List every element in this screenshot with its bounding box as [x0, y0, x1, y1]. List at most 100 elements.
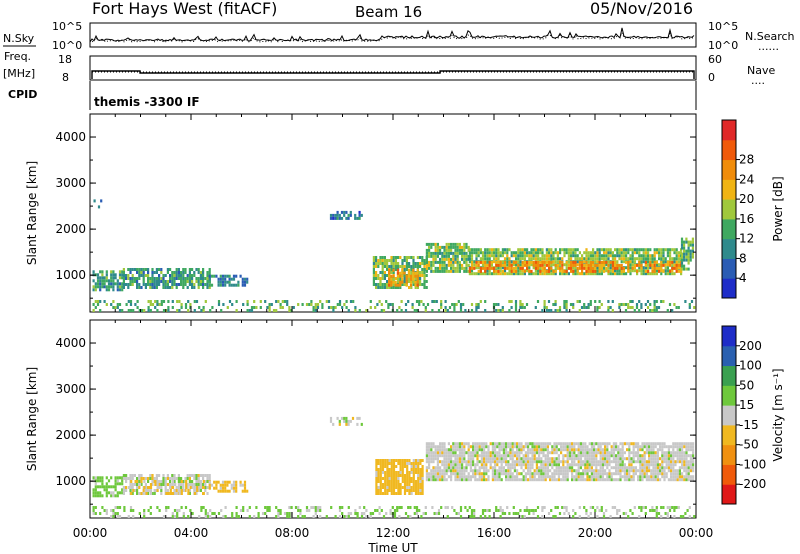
velocity-cell	[535, 460, 538, 464]
velocity-cell	[612, 442, 615, 446]
velocity-cell	[443, 457, 446, 461]
velocity-cell	[541, 506, 544, 509]
velocity-cell	[502, 460, 505, 464]
velocity-cell	[457, 512, 460, 515]
velocity-cell	[125, 480, 128, 483]
velocity-cell	[663, 454, 666, 458]
power-cell	[347, 213, 350, 217]
power-cell	[554, 272, 557, 276]
velocity-cell	[544, 445, 547, 449]
power-cell	[497, 251, 500, 255]
velocity-cell	[529, 475, 532, 479]
velocity-cell	[530, 509, 533, 512]
power-cell	[470, 309, 474, 312]
power-cell	[488, 266, 491, 270]
power-cell	[543, 272, 546, 276]
power-cell	[459, 306, 463, 309]
power-cell	[235, 300, 238, 303]
power-cell	[195, 280, 198, 283]
velocity-cell	[634, 469, 637, 473]
power-cell	[614, 266, 617, 270]
velocity-cell	[138, 480, 141, 483]
power-cell	[228, 277, 231, 281]
velocity-cell	[143, 509, 146, 512]
velocity-cell	[608, 478, 611, 482]
velocity-cell	[604, 448, 607, 452]
power-cell	[592, 269, 595, 273]
power-cell	[372, 280, 375, 283]
velocity-cell	[473, 512, 476, 515]
velocity-cell	[553, 451, 556, 455]
power-cell	[414, 265, 417, 268]
velocity-cell	[518, 463, 521, 467]
velocity-cell	[452, 463, 455, 467]
power-cell	[405, 259, 408, 262]
power-colorbar-frame	[721, 119, 737, 299]
velocity-cell	[692, 451, 695, 455]
velocity-cell	[498, 448, 501, 452]
velocity-cell	[419, 477, 422, 480]
velocity-cell	[224, 486, 227, 490]
velocity-cell	[468, 506, 471, 509]
power-cell	[99, 270, 102, 274]
velocity-cell	[518, 472, 521, 476]
power-cell	[517, 251, 520, 255]
velocity-cell	[279, 512, 282, 515]
velocity-cell	[343, 515, 346, 518]
power-cell	[334, 213, 337, 217]
velocity-cell	[480, 442, 483, 446]
velocity-cell	[659, 457, 662, 461]
velocity-cell	[193, 492, 197, 495]
velocity-cell	[310, 506, 313, 509]
power-cell	[403, 274, 406, 277]
velocity-cell	[478, 478, 481, 482]
power-cell	[94, 285, 97, 289]
power-cell	[354, 309, 357, 312]
velocity-cell	[377, 480, 380, 483]
power-cell	[537, 263, 540, 267]
velocity-cell	[319, 509, 322, 512]
power-cell	[412, 265, 415, 268]
power-cell	[114, 276, 117, 280]
power-cell	[563, 272, 566, 276]
velocity-colorbar-segment	[722, 345, 736, 367]
power-cell	[199, 277, 202, 280]
power-cell	[468, 248, 471, 252]
velocity-cell	[687, 469, 690, 473]
velocity-cell	[450, 466, 453, 470]
velocity-cell	[652, 475, 655, 479]
velocity-cell	[663, 460, 666, 464]
velocity-cell	[143, 515, 146, 518]
velocity-cell	[360, 422, 363, 426]
power-cell	[629, 254, 632, 258]
power-cell	[565, 300, 568, 303]
velocity-cell	[436, 463, 439, 467]
power-cell	[475, 309, 478, 312]
velocity-cell	[606, 454, 609, 458]
count-strip-frame	[89, 22, 697, 48]
power-cell	[647, 272, 650, 276]
power-cell	[499, 263, 502, 267]
power-cell	[486, 260, 489, 264]
power-cell	[458, 245, 461, 249]
power-cell	[655, 260, 658, 264]
velocity-cell	[540, 472, 543, 476]
velocity-cell	[156, 489, 159, 492]
power-cell	[574, 251, 577, 255]
velocity-cell	[406, 459, 409, 462]
power-cell	[208, 286, 211, 289]
velocity-cell	[639, 448, 642, 452]
velocity-cell	[393, 515, 397, 518]
velocity-cell	[417, 471, 420, 474]
power-cell	[561, 260, 564, 264]
velocity-cell	[186, 477, 189, 480]
power-cell	[683, 255, 686, 259]
power-cell	[629, 272, 632, 276]
power-cell	[488, 263, 491, 267]
power-cell	[572, 269, 575, 273]
velocity-cell	[667, 460, 670, 464]
velocity-cell	[511, 460, 514, 464]
velocity-cell	[630, 451, 633, 455]
velocity-cell	[476, 472, 479, 476]
velocity-cell	[105, 482, 108, 486]
